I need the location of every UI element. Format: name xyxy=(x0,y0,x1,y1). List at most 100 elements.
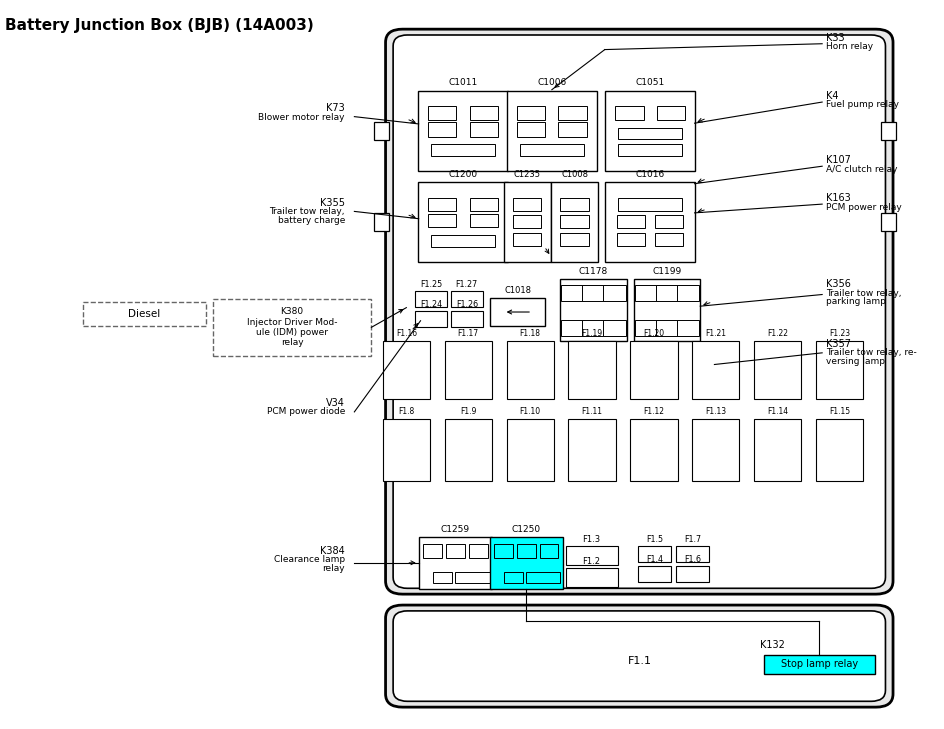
Bar xyxy=(763,655,874,674)
Text: F1.15: F1.15 xyxy=(828,408,850,416)
Bar xyxy=(513,215,541,228)
Bar xyxy=(560,198,588,211)
Bar xyxy=(560,215,588,228)
Text: F1.24: F1.24 xyxy=(419,300,442,309)
Bar xyxy=(558,106,586,120)
Text: F1.18: F1.18 xyxy=(519,330,540,338)
Bar xyxy=(816,341,863,399)
Bar xyxy=(616,233,645,246)
Bar xyxy=(655,285,678,301)
Bar xyxy=(691,419,738,481)
Text: F1.4: F1.4 xyxy=(646,555,663,564)
Text: C1200: C1200 xyxy=(448,170,477,179)
Bar xyxy=(516,122,545,137)
Bar xyxy=(816,419,863,481)
Bar xyxy=(506,91,596,171)
Bar xyxy=(634,320,657,336)
Bar xyxy=(691,341,738,399)
Bar xyxy=(428,214,456,227)
Bar xyxy=(428,122,456,137)
Bar xyxy=(630,341,677,399)
Text: C1008: C1008 xyxy=(561,170,587,179)
Bar xyxy=(468,544,487,558)
Text: C1051: C1051 xyxy=(635,79,664,87)
Bar xyxy=(582,320,604,336)
Bar xyxy=(617,198,682,211)
Bar xyxy=(469,106,497,120)
Bar xyxy=(560,279,626,341)
Text: K357: K357 xyxy=(825,339,850,349)
Bar xyxy=(615,106,643,120)
Text: Horn relay: Horn relay xyxy=(825,42,872,51)
Bar xyxy=(582,285,604,301)
Bar xyxy=(423,544,442,558)
Bar xyxy=(494,544,513,558)
Bar xyxy=(565,546,617,565)
Bar xyxy=(656,106,684,120)
Text: K107: K107 xyxy=(825,155,850,165)
Text: F1.14: F1.14 xyxy=(767,408,787,416)
Text: Blower motor relay: Blower motor relay xyxy=(258,113,345,122)
Bar xyxy=(638,546,670,562)
Bar xyxy=(455,572,489,583)
Text: Clearance lamp: Clearance lamp xyxy=(274,555,345,564)
Text: K384: K384 xyxy=(320,546,345,556)
Bar xyxy=(617,144,682,156)
Bar xyxy=(654,215,683,228)
Text: F1.21: F1.21 xyxy=(704,330,726,338)
Text: PCM power relay: PCM power relay xyxy=(825,203,901,211)
Text: F1.20: F1.20 xyxy=(643,330,664,338)
Bar xyxy=(516,106,545,120)
Text: K356: K356 xyxy=(825,279,850,289)
Text: battery charge: battery charge xyxy=(278,216,345,225)
FancyBboxPatch shape xyxy=(385,29,892,594)
Text: Diesel: Diesel xyxy=(128,309,160,319)
FancyBboxPatch shape xyxy=(385,605,892,707)
Text: C1016: C1016 xyxy=(635,170,664,179)
Text: Trailer tow relay,: Trailer tow relay, xyxy=(825,289,901,297)
Text: F1.2: F1.2 xyxy=(582,557,600,566)
Bar xyxy=(568,341,615,399)
Text: K380
Injector Driver Mod-
ule (IDM) power
relay: K380 Injector Driver Mod- ule (IDM) powe… xyxy=(246,307,337,348)
Bar xyxy=(430,235,495,247)
Bar xyxy=(417,182,508,262)
Bar xyxy=(565,568,617,587)
Bar xyxy=(604,91,694,171)
Bar xyxy=(539,544,558,558)
Bar xyxy=(880,213,895,232)
Bar xyxy=(382,419,430,481)
Text: C1199: C1199 xyxy=(652,267,681,276)
Bar xyxy=(428,198,456,211)
Bar xyxy=(753,419,801,481)
Bar xyxy=(560,233,588,246)
Text: F1.8: F1.8 xyxy=(397,408,414,416)
Text: F1.7: F1.7 xyxy=(683,535,700,544)
Text: Battery Junction Box (BJB) (14A003): Battery Junction Box (BJB) (14A003) xyxy=(5,18,313,34)
Bar xyxy=(516,544,535,558)
Bar xyxy=(558,122,586,137)
Text: F1.11: F1.11 xyxy=(581,408,602,416)
Text: C1259: C1259 xyxy=(441,525,469,534)
Bar xyxy=(630,419,677,481)
Text: A/C clutch relay: A/C clutch relay xyxy=(825,165,897,174)
Text: F1.6: F1.6 xyxy=(683,555,700,564)
Text: F1.13: F1.13 xyxy=(704,408,726,416)
Bar xyxy=(506,341,553,399)
Bar xyxy=(414,311,447,327)
Text: relay: relay xyxy=(322,564,345,573)
Bar xyxy=(561,320,583,336)
Bar xyxy=(450,291,482,307)
Text: F1.1: F1.1 xyxy=(627,656,651,666)
Text: K163: K163 xyxy=(825,193,850,203)
Bar xyxy=(414,291,447,307)
Text: PCM power diode: PCM power diode xyxy=(266,408,345,416)
Text: F1.9: F1.9 xyxy=(460,408,476,416)
FancyBboxPatch shape xyxy=(393,611,885,701)
Bar xyxy=(428,106,456,120)
Text: F1.19: F1.19 xyxy=(581,330,602,338)
Bar xyxy=(503,572,522,583)
Bar xyxy=(446,544,464,558)
Bar xyxy=(469,198,497,211)
Bar xyxy=(374,122,389,140)
Bar xyxy=(604,182,694,262)
